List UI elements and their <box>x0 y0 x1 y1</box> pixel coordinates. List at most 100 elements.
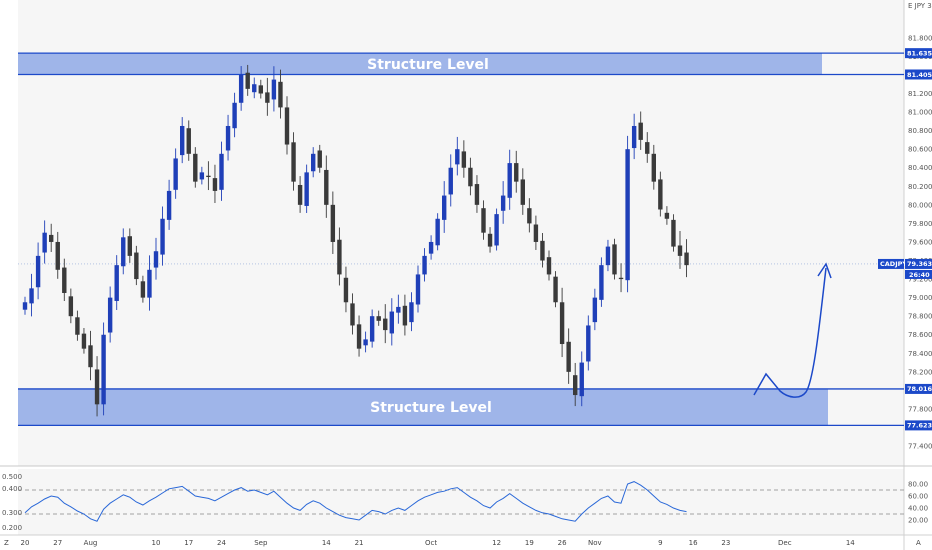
candle-body <box>199 172 205 180</box>
candle-body <box>206 175 211 178</box>
symbol-header: E JPY 3 <box>908 2 932 10</box>
rsi-pane <box>18 469 904 535</box>
current-price-tag: 79.363 <box>907 260 932 268</box>
price-tick-label: 78.200 <box>908 368 932 376</box>
candle-body <box>363 339 368 346</box>
current-price-tag-bg <box>905 258 932 269</box>
price-tick-label: 79.600 <box>908 238 932 246</box>
candle-body <box>468 167 473 187</box>
candle-body <box>428 241 434 254</box>
candle-body <box>592 297 598 323</box>
candle-body <box>631 125 637 149</box>
candle-body <box>671 219 676 247</box>
candle-body <box>160 218 165 255</box>
candle-body <box>402 305 408 326</box>
candle-body <box>134 252 139 280</box>
candle-body <box>311 153 316 172</box>
rsi-tick-label: 60.00 <box>908 493 928 501</box>
level-tag-top-bg <box>905 383 932 394</box>
candle-body <box>350 303 355 326</box>
candle-body <box>645 142 650 154</box>
projection-path <box>753 267 827 398</box>
candle-body <box>55 241 60 270</box>
rsi-left-label: 0.500 <box>2 473 22 481</box>
time-tick-label: 9 <box>658 539 662 547</box>
candle-body <box>638 122 643 140</box>
candle-body <box>121 237 126 267</box>
candle-body <box>474 184 480 205</box>
rsi-tick-label: 80.00 <box>908 481 928 489</box>
candle-body <box>68 296 74 317</box>
structure-level-label: Structure Level <box>370 400 492 416</box>
rsi-indicator: 80.00 60.00 40.00 20.00 0.500 0.400 0.300 0.200 <box>2 473 928 532</box>
time-tick-label: 26 <box>558 539 567 547</box>
symbol-tag: CADJPY <box>880 260 907 268</box>
structure-level-label: Structure Level <box>367 57 489 73</box>
time-tick-label: 14 <box>322 539 331 547</box>
candle-body <box>684 252 689 266</box>
candle-body <box>442 195 447 220</box>
structure-zone <box>18 388 828 426</box>
candle-body <box>49 234 54 242</box>
candle-body <box>238 74 244 103</box>
countdown-label: 26:40 <box>909 271 930 279</box>
candle-body <box>625 149 630 281</box>
countdown-bg <box>905 269 932 279</box>
candle-body <box>330 204 336 242</box>
candle-body <box>297 184 303 205</box>
candle-body <box>252 84 257 93</box>
candle-body <box>383 318 388 331</box>
candle-body <box>376 316 381 321</box>
rsi-left-label: 0.200 <box>2 524 22 532</box>
structure-zones: Structure Level Structure Level <box>18 52 904 427</box>
time-tick-label: Dec <box>778 539 792 547</box>
candle-body <box>586 325 591 362</box>
candle-body <box>304 172 309 206</box>
candle-body <box>291 142 296 182</box>
candle-body <box>455 149 460 165</box>
candle-body <box>559 302 565 345</box>
candle-body <box>278 81 283 108</box>
candle-body <box>81 333 87 349</box>
projection-arrow <box>753 262 832 398</box>
level-tag-bottom: 77.623 <box>907 422 932 430</box>
candle-body <box>22 302 28 310</box>
candle-body <box>507 163 512 198</box>
candle-body <box>658 179 663 210</box>
candle-body <box>448 167 453 195</box>
structure-zone <box>18 53 822 75</box>
candle-body <box>435 218 440 246</box>
candles <box>22 64 689 417</box>
rsi-line <box>24 481 687 522</box>
candle-body <box>258 85 263 94</box>
candle-body <box>212 178 218 191</box>
time-tick-label: Aug <box>84 539 98 547</box>
time-tick-label: Nov <box>588 539 602 547</box>
candle-body <box>566 341 571 372</box>
candle-body <box>317 150 322 168</box>
price-tick-label: 78.400 <box>908 350 932 358</box>
candle-body <box>356 324 362 349</box>
candle-body <box>533 224 539 242</box>
candle-body <box>284 107 290 145</box>
candle-body <box>94 369 100 405</box>
time-axis: 20 27 Aug 10 17 24 Sep 14 21 Oct 12 19 26 Nov 9 16 23 Dec… <box>4 539 921 547</box>
candle-body <box>107 297 113 333</box>
candle-body <box>500 195 506 211</box>
candle-body <box>173 158 178 190</box>
candle-body <box>245 72 250 89</box>
candle-body <box>114 265 119 301</box>
candle-body <box>42 232 47 253</box>
time-tick-label: 12 <box>492 539 501 547</box>
price-tick-label: 77.800 <box>908 405 932 413</box>
candle-body <box>166 190 172 220</box>
candle-body <box>62 267 67 293</box>
candle-body <box>573 375 578 396</box>
price-tags: 81.635 81.405 78.016 77.623 CADJPY 79.363 26:4… <box>878 48 932 431</box>
rsi-left-label: 0.400 <box>2 485 22 493</box>
time-tick-label: 17 <box>184 539 193 547</box>
time-tick-label: 14 <box>846 539 855 547</box>
candle-body <box>186 128 191 154</box>
level-tag-bottom-bg <box>905 69 932 80</box>
